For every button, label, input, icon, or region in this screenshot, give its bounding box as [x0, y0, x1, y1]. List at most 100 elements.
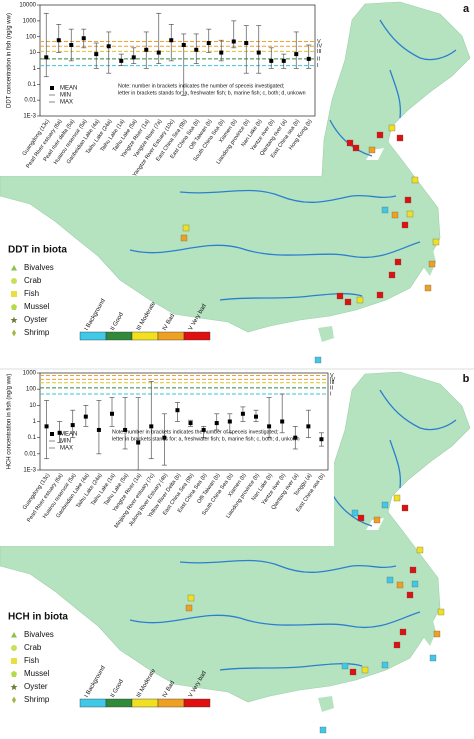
map-marker	[182, 224, 190, 232]
mean-marker	[181, 43, 186, 48]
map-legend-item: Shrimp	[24, 328, 50, 337]
y-tick-label: 1E-3	[23, 468, 36, 474]
mean-marker	[306, 424, 311, 429]
legend-symbol	[10, 316, 18, 324]
map-marker	[388, 271, 396, 279]
note: letter in brackets stands for: a, freshw…	[112, 436, 300, 442]
threshold-label: III	[317, 49, 322, 55]
map-legend-item: Shrimp	[24, 695, 50, 704]
y-tick-label: 0.01	[24, 451, 36, 457]
y-tick-label: 1000	[23, 371, 37, 377]
map-legend-item: Bivalves	[24, 630, 54, 639]
map-marker	[341, 662, 349, 670]
note: Note: number in brackets indicates the n…	[118, 83, 284, 89]
threshold-label: II	[317, 56, 321, 62]
map-marker	[180, 234, 188, 242]
mean-marker	[110, 411, 114, 416]
mean-marker	[267, 424, 272, 429]
mean-marker	[294, 52, 299, 57]
legend-symbol	[11, 278, 17, 284]
class-swatch	[79, 331, 107, 341]
map-marker	[381, 661, 389, 669]
y-tick-label: 0.1	[28, 82, 37, 88]
y-tick-label: 100	[26, 387, 37, 393]
legend-symbol	[11, 291, 17, 297]
map-marker	[406, 210, 414, 218]
map-marker	[336, 292, 344, 300]
map-marker	[373, 516, 381, 524]
map-marker	[394, 258, 402, 266]
class-swatch	[183, 698, 211, 708]
map-legend-item: Crab	[24, 643, 42, 652]
legend-swatch	[50, 86, 54, 90]
mean-marker	[256, 50, 261, 55]
class-swatch	[183, 331, 211, 341]
threshold-label: II	[330, 385, 334, 391]
y-tick-label: 1000	[23, 18, 37, 24]
class-swatch	[157, 331, 185, 341]
mean-marker	[123, 427, 128, 432]
class-label: II Good	[110, 312, 125, 332]
map-legend-item: Crab	[24, 276, 42, 285]
class-swatch	[131, 698, 159, 708]
mean-marker	[194, 47, 199, 52]
map-marker	[357, 514, 365, 522]
mean-marker	[244, 41, 249, 46]
map-marker	[314, 356, 322, 364]
map-legend-item: Fish	[24, 656, 39, 665]
legend-symbol	[11, 632, 17, 638]
mean-marker	[231, 39, 236, 44]
mean-marker	[254, 414, 258, 419]
mean-marker	[319, 437, 324, 442]
y-tick-label: 10	[29, 50, 36, 56]
y-tick-label: 1	[33, 66, 37, 72]
threshold-label: V	[330, 373, 334, 379]
mean-marker	[131, 55, 136, 60]
panel-label: a	[463, 3, 470, 15]
mean-marker	[70, 423, 75, 428]
legend-symbol	[12, 329, 16, 337]
map-marker	[361, 666, 369, 674]
map-marker	[391, 211, 399, 219]
class-label: IV Bad	[162, 680, 176, 699]
y-tick-label: 1	[33, 419, 37, 425]
mean-marker	[188, 421, 193, 426]
note: Note: number in brackets indicates the n…	[112, 429, 278, 435]
legend-label: MAX	[60, 446, 73, 452]
map-marker	[404, 196, 412, 204]
map-marker	[409, 566, 417, 574]
map-marker	[381, 501, 389, 509]
mean-marker	[201, 427, 206, 432]
panel-label: b	[463, 373, 470, 385]
map-marker	[187, 594, 195, 602]
legend-label: MEAN	[60, 432, 77, 438]
map-marker	[406, 591, 414, 599]
class-label: IV Bad	[162, 313, 176, 332]
y-tick-label: 1E-3	[23, 114, 36, 120]
map-legend-item: Bivalves	[24, 263, 54, 272]
legend-swatch	[50, 432, 54, 436]
y-tick-label: 0.1	[28, 435, 37, 441]
y-tick-label: 0.01	[24, 98, 36, 104]
map-marker	[185, 604, 193, 612]
map-marker	[396, 581, 404, 589]
map-marker	[368, 146, 376, 154]
legend-symbol	[11, 645, 17, 651]
plot-frame	[39, 4, 316, 117]
mean-marker	[57, 430, 62, 435]
map-marker	[424, 284, 432, 292]
mean-marker	[44, 424, 49, 429]
threshold-label: V	[317, 39, 321, 45]
mean-marker	[119, 58, 124, 63]
mean-marker	[219, 50, 224, 55]
map-marker	[346, 139, 354, 147]
map-marker	[349, 668, 357, 676]
legend-label: MAX	[60, 100, 73, 106]
map-marker	[396, 134, 404, 142]
mean-marker	[306, 56, 311, 61]
map-marker	[411, 580, 419, 588]
map-marker	[393, 494, 401, 502]
class-swatch	[79, 698, 107, 708]
map-marker	[352, 144, 360, 152]
